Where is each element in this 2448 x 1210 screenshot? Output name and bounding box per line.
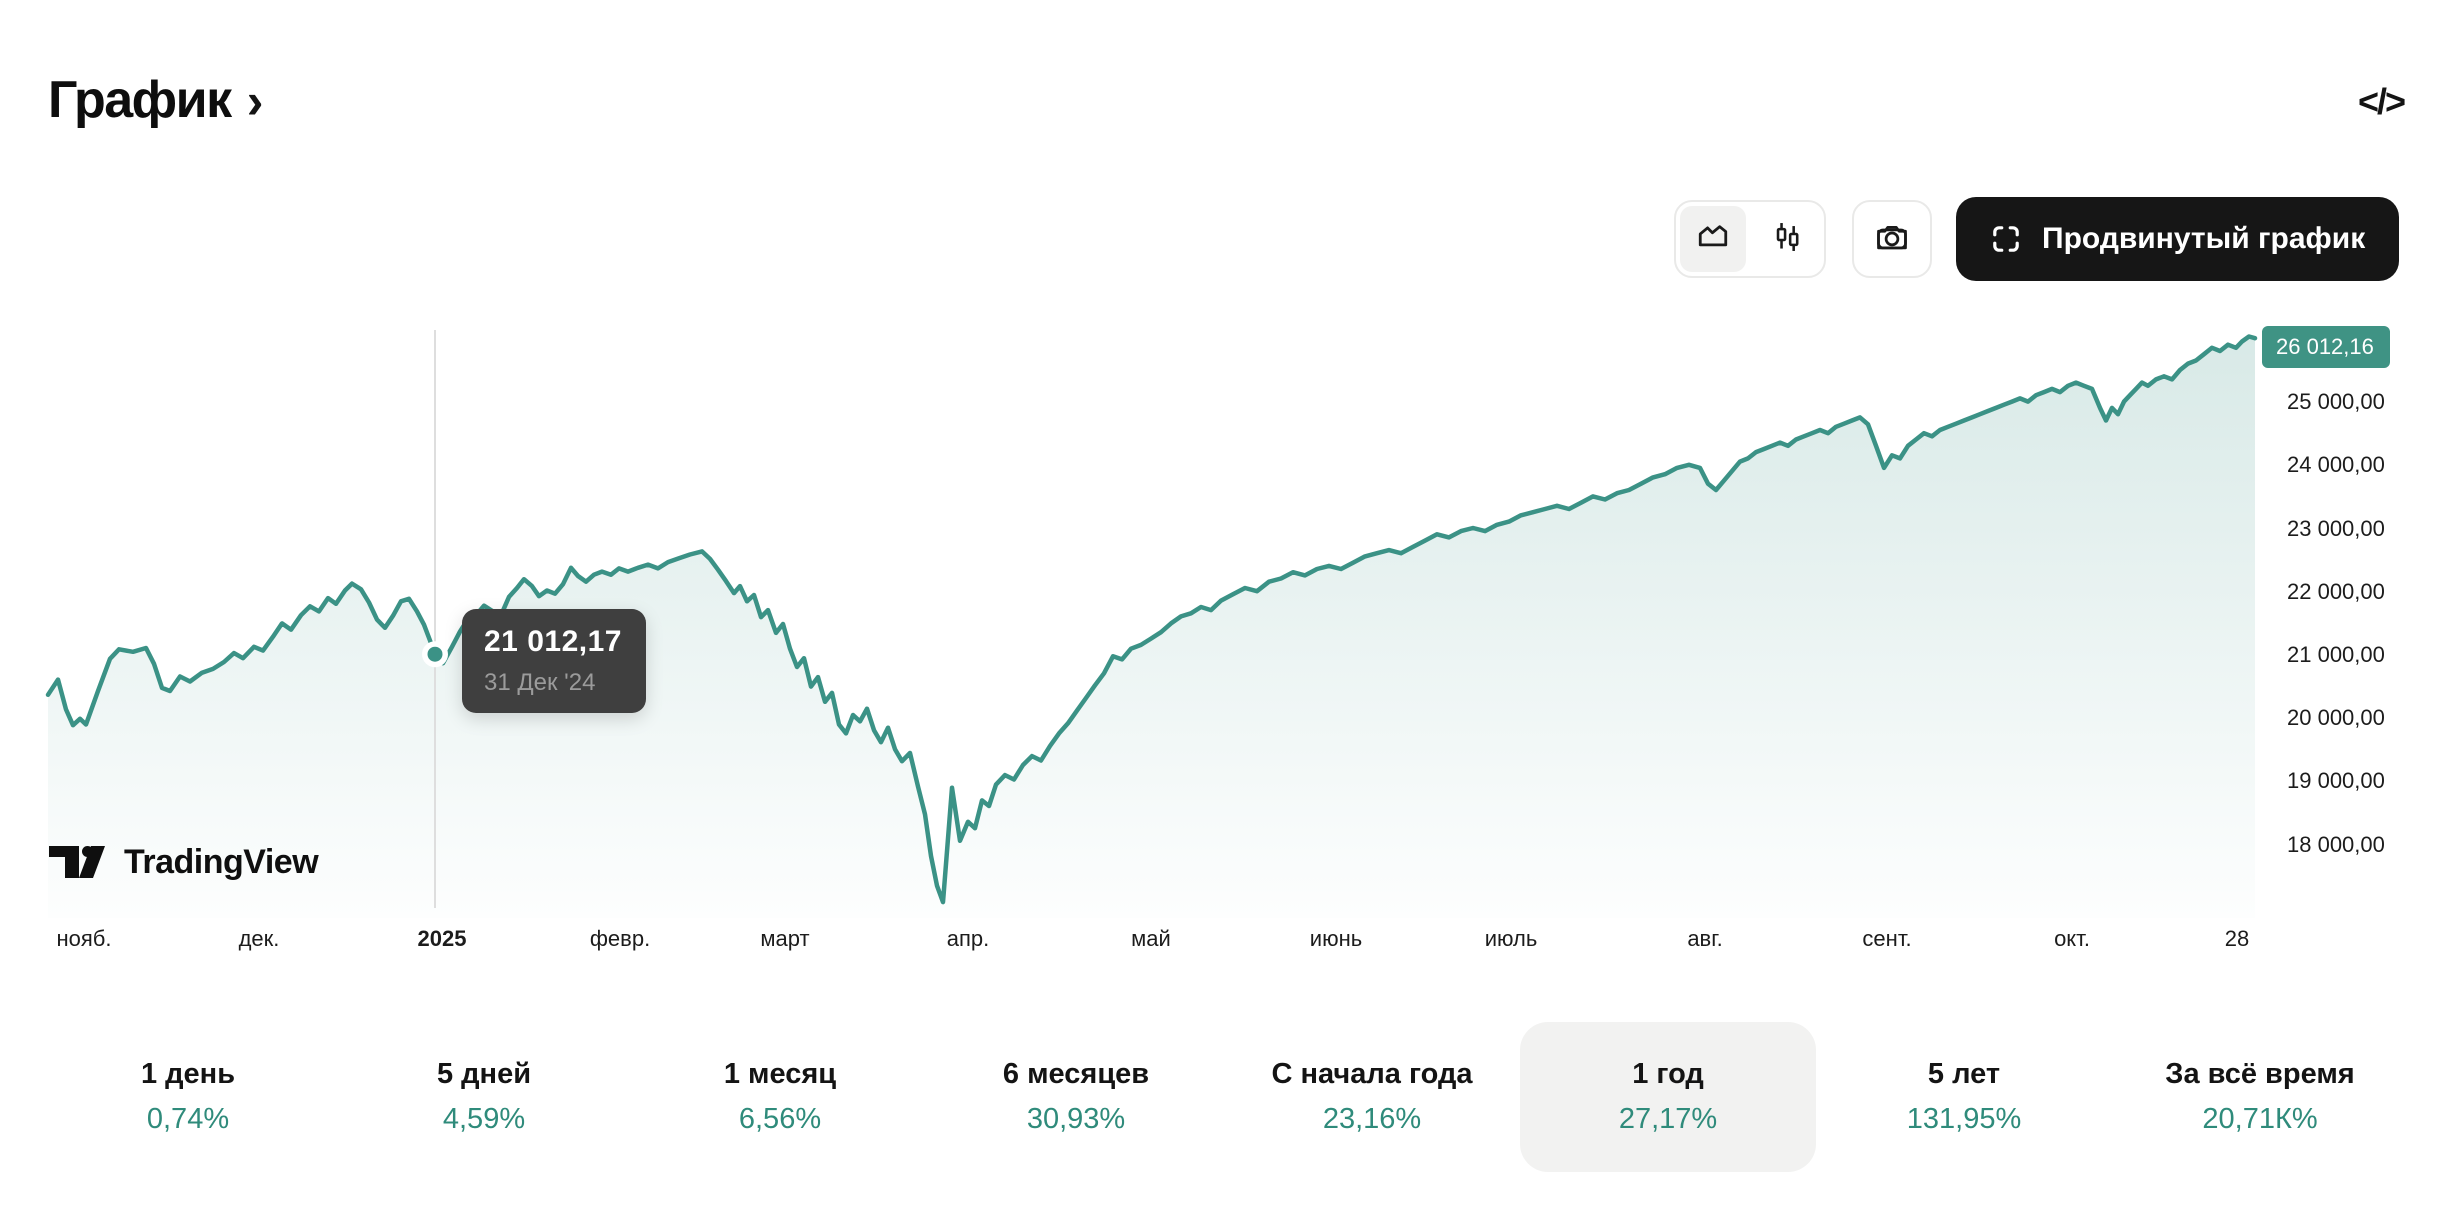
- snapshot-button[interactable]: [1852, 200, 1932, 278]
- period-button-3[interactable]: 1 месяц 6,56%: [632, 1022, 928, 1172]
- period-button-6[interactable]: 1 год 27,17%: [1520, 1022, 1816, 1172]
- period-performance-row: 1 день 0,74% 5 дней 4,59% 1 месяц 6,56% 6 меся…: [40, 1022, 2408, 1172]
- y-axis-tick: 23 000,00: [2287, 515, 2385, 541]
- period-change-value: 4,59%: [442, 1103, 526, 1135]
- period-label: 5 лет: [1927, 1058, 2001, 1090]
- x-axis-tick: июль: [1484, 926, 1538, 951]
- y-axis-tick: 20 000,00: [2287, 705, 2385, 731]
- period-change-value: 27,17%: [1618, 1103, 1718, 1135]
- period-change-value: 30,93%: [1026, 1103, 1126, 1135]
- period-change-value: 131,95%: [1906, 1103, 2022, 1135]
- page-title: График: [48, 71, 232, 129]
- y-axis-tick: 21 000,00: [2287, 642, 2385, 667]
- chart-type-area-button[interactable]: [1680, 206, 1746, 272]
- period-label: За всё время: [2165, 1058, 2355, 1090]
- y-axis-tick: 24 000,00: [2287, 452, 2385, 478]
- candlestick-chart-icon: [1770, 220, 1804, 259]
- embed-code-icon[interactable]: </>: [2357, 81, 2406, 122]
- period-label: 1 месяц: [723, 1058, 837, 1090]
- y-axis-tick: 22 000,00: [2287, 578, 2385, 604]
- price-line: [45, 334, 2258, 905]
- chart-type-segmented-control: [1674, 200, 1826, 278]
- x-axis-tick: апр.: [946, 926, 990, 951]
- period-label: 1 год: [1632, 1058, 1704, 1090]
- x-axis-tick: 2025: [417, 926, 467, 951]
- period-button-4[interactable]: 6 месяцев 30,93%: [928, 1022, 1224, 1172]
- y-axis-tick: 19 000,00: [2287, 768, 2385, 794]
- x-axis-tick: окт.: [2054, 926, 2090, 951]
- last-price-badge: 26 012,16: [2262, 326, 2390, 368]
- x-axis-tick: авг.: [1687, 926, 1723, 951]
- tooltip-date: 31 Дек '24: [484, 669, 596, 696]
- period-button-2[interactable]: 5 дней 4,59%: [336, 1022, 632, 1172]
- x-axis-tick: март: [760, 926, 810, 951]
- period-label: 1 день: [140, 1058, 236, 1090]
- tradingview-attribution[interactable]: TradingView: [48, 842, 319, 882]
- period-label: С начала года: [1271, 1058, 1473, 1090]
- chart-type-candles-button[interactable]: [1754, 206, 1820, 272]
- tooltip-price: 21 012,17: [484, 625, 622, 658]
- x-axis-tick: нояб.: [56, 926, 112, 951]
- x-axis-tick: май: [1131, 926, 1171, 951]
- tradingview-logo-text: TradingView: [124, 842, 319, 881]
- x-axis-tick: дек.: [238, 926, 280, 951]
- period-button-5[interactable]: С начала года 23,16%: [1224, 1022, 1520, 1172]
- x-axis-tick: сент.: [1862, 926, 1912, 951]
- page-header: График ›: [48, 74, 263, 126]
- y-axis-tick: 25 000,00: [2287, 389, 2385, 415]
- area-chart-icon: [1696, 220, 1730, 259]
- period-button-8[interactable]: За всё время 20,71К%: [2112, 1022, 2408, 1172]
- period-label: 5 дней: [436, 1058, 532, 1090]
- period-change-value: 20,71К%: [2202, 1103, 2318, 1135]
- advanced-chart-label: Продвинутый график: [2042, 222, 2366, 255]
- x-axis-tick: февр.: [589, 926, 651, 951]
- period-button-1[interactable]: 1 день 0,74%: [40, 1022, 336, 1172]
- period-button-7[interactable]: 5 лет 131,95%: [1816, 1022, 2112, 1172]
- x-axis-tick: июнь: [1309, 926, 1363, 951]
- advanced-chart-button[interactable]: Продвинутый график: [1956, 197, 2400, 281]
- crosshair-marker-dot: [427, 646, 443, 662]
- chevron-right-icon[interactable]: ›: [246, 73, 264, 129]
- period-change-value: 0,74%: [146, 1103, 230, 1135]
- area-fill: [48, 336, 2255, 918]
- period-label: 6 месяцев: [1002, 1058, 1150, 1090]
- x-axis-tick: 28: [2224, 926, 2250, 951]
- period-change-value: 6,56%: [738, 1103, 822, 1135]
- camera-icon: [1874, 219, 1910, 260]
- tradingview-logo-icon: [48, 842, 106, 882]
- y-axis-tick: 18 000,00: [2287, 831, 2385, 857]
- period-change-value: 23,16%: [1322, 1103, 1422, 1135]
- price-tooltip: 21 012,17 31 Дек '24: [462, 609, 646, 713]
- fullscreen-corners-icon: [1990, 223, 2022, 255]
